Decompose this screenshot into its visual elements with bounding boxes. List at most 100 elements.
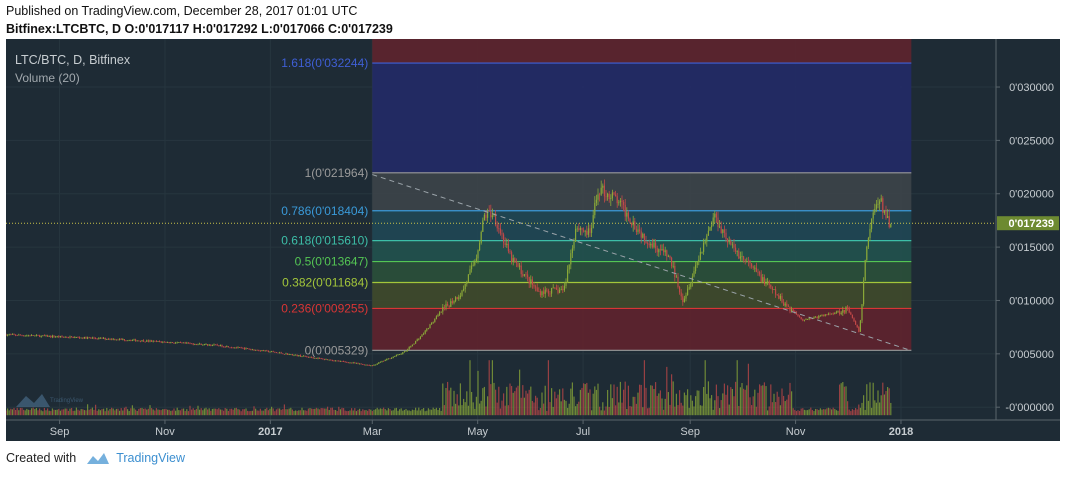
- volume-bar: [461, 405, 463, 416]
- volume-bar: [291, 409, 293, 416]
- volume-bar: [19, 407, 21, 416]
- volume-bar: [671, 374, 673, 416]
- fib-retracement[interactable]: 1.618(0'032244) 1(0'021964) 0.786(0'018404…: [281, 39, 912, 357]
- volume-bar: [823, 409, 825, 416]
- candle-body: [778, 294, 780, 299]
- candle-body: [221, 344, 223, 347]
- volume-bar: [362, 409, 364, 416]
- candle-body: [533, 284, 535, 287]
- trend-line[interactable]: [372, 174, 912, 352]
- candle-body: [27, 335, 29, 337]
- volume-bar: [603, 410, 605, 416]
- volume-bar: [272, 408, 274, 416]
- volume-bar: [491, 360, 493, 416]
- candle-body: [736, 251, 738, 252]
- price-chart[interactable]: 1.618(0'032244) 1(0'021964) 0.786(0'018404…: [6, 39, 1060, 441]
- candle-body: [645, 241, 647, 244]
- volume-bar: [511, 386, 513, 416]
- candle-body: [795, 312, 797, 315]
- candle-body: [890, 224, 892, 228]
- candle-body: [51, 335, 53, 338]
- volume-bar: [237, 409, 239, 416]
- volume-bar: [602, 402, 604, 416]
- volume-bar: [799, 410, 801, 416]
- last-price-label: 0'017239: [1009, 218, 1054, 230]
- candle-body: [267, 350, 269, 352]
- candle-body: [563, 285, 565, 291]
- volume-bar: [355, 411, 357, 416]
- volume-bar: [791, 391, 793, 416]
- candle-body: [352, 362, 354, 364]
- volume-bar: [760, 385, 762, 416]
- volume-bar: [869, 382, 871, 416]
- candle-body: [749, 261, 751, 264]
- volume-bar: [435, 407, 437, 416]
- candle-body: [72, 336, 74, 338]
- tradingview-link[interactable]: TradingView: [116, 451, 185, 465]
- candle-body: [395, 354, 397, 357]
- volume-bar: [31, 408, 33, 416]
- volume-bar: [248, 411, 250, 416]
- volume-bar: [443, 405, 445, 416]
- candle-body: [616, 196, 618, 204]
- volume-bar: [61, 409, 63, 416]
- candle-body: [151, 340, 153, 342]
- volume-bar: [51, 408, 53, 416]
- volume-bar: [661, 398, 663, 416]
- candle-body: [37, 335, 39, 336]
- volume-bar: [776, 391, 778, 416]
- volume-bar: [391, 410, 393, 416]
- candle-body: [667, 255, 669, 257]
- candle-body: [472, 264, 474, 266]
- volume-bar: [163, 409, 165, 416]
- candle-body: [344, 361, 346, 363]
- candle-body: [571, 248, 573, 254]
- candle-body: [482, 220, 484, 232]
- volume-bar: [874, 400, 876, 416]
- candle-body: [171, 342, 173, 344]
- volume-bar: [635, 403, 637, 416]
- candle-body: [840, 312, 842, 314]
- volume-bar: [610, 384, 612, 416]
- volume-bar: [64, 408, 66, 416]
- chart-area[interactable]: 1.618(0'032244) 1(0'021964) 0.786(0'018404…: [6, 39, 1060, 441]
- candle-body: [725, 232, 727, 240]
- candle-body: [536, 287, 538, 291]
- candle-body: [685, 295, 687, 299]
- candle-body: [794, 311, 796, 313]
- candle-body: [442, 307, 444, 312]
- candle-body: [575, 229, 577, 242]
- candle-body: [655, 242, 657, 249]
- volume-bar: [506, 386, 508, 416]
- volume-bar: [714, 400, 716, 416]
- candle-body: [546, 289, 548, 291]
- candle-body: [570, 253, 572, 265]
- candle-body: [687, 288, 689, 296]
- volume-bar: [871, 407, 873, 416]
- volume-bar: [682, 405, 684, 416]
- volume-bar: [111, 407, 113, 416]
- volume-bar: [410, 411, 412, 416]
- volume-bar: [528, 389, 530, 416]
- candle-body: [194, 344, 196, 346]
- volume-bar: [683, 392, 685, 416]
- candle-body: [506, 243, 508, 246]
- candle-body: [296, 354, 298, 356]
- volume-bar: [301, 407, 303, 416]
- candle-body: [75, 337, 77, 338]
- svg-text:TradingView: TradingView: [50, 398, 84, 404]
- candle-body: [594, 202, 596, 216]
- candle-body: [487, 210, 489, 218]
- volume-bar: [706, 393, 708, 416]
- volume-bar: [66, 408, 68, 416]
- candle-body: [47, 335, 49, 337]
- candle-body: [555, 287, 557, 290]
- volume-bar: [288, 408, 290, 416]
- candle-body: [735, 247, 737, 252]
- volume-bar: [765, 386, 767, 416]
- volume-bar: [773, 393, 775, 416]
- volume-bar: [573, 396, 575, 416]
- candle-body: [384, 360, 386, 361]
- volume-bar: [333, 409, 335, 416]
- candle-body: [128, 340, 130, 342]
